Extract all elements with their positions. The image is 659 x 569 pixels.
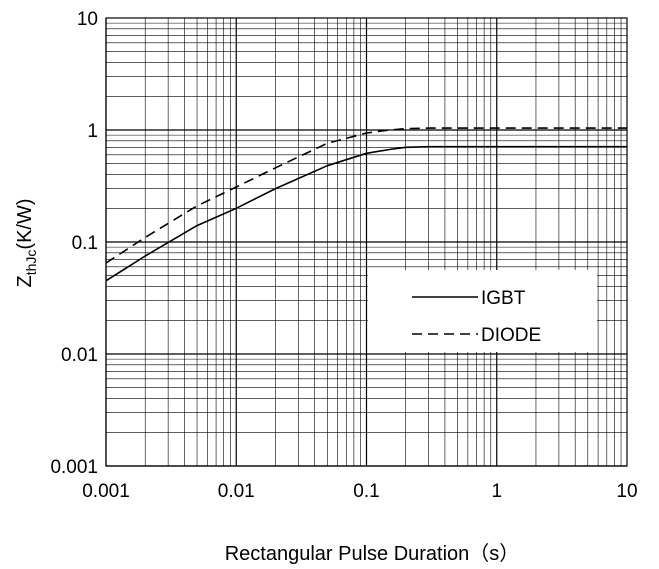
series-line-igbt	[105, 145, 627, 282]
series-layer	[105, 127, 627, 282]
y-axis-label-main: Z	[14, 275, 36, 287]
plot-frame	[105, 17, 628, 467]
x-tick-label: 0.001	[82, 481, 130, 502]
legend-box	[368, 270, 597, 352]
y-tick-label: 0.1	[72, 233, 98, 254]
x-tick-label: 10	[616, 481, 637, 502]
x-tick-label: 1	[491, 481, 502, 502]
legend: IGBT DIODE	[368, 270, 597, 352]
y-axis-label-subscript: thJc	[23, 250, 39, 276]
y-tick-label: 0.01	[61, 345, 98, 366]
y-tick-labels: 0.001 0.01 0.1 1 10	[50, 9, 98, 478]
x-axis-label: Rectangular Pulse Duration（s）	[225, 542, 520, 565]
x-tick-label: 0.01	[218, 481, 255, 502]
legend-label-igbt: IGBT	[481, 288, 526, 309]
x-tick-labels: 0.001 0.01 0.1 1 10	[82, 481, 637, 502]
y-tick-label: 0.001	[50, 457, 98, 478]
y-tick-label: 10	[77, 9, 98, 30]
y-tick-label: 1	[87, 121, 98, 142]
y-axis-label-unit: (K/W)	[14, 199, 36, 250]
y-axis-label: ZthJc(K/W)	[14, 199, 39, 288]
x-tick-label: 0.1	[353, 481, 379, 502]
legend-label-diode: DIODE	[481, 325, 541, 346]
series-line-diode	[105, 127, 627, 264]
